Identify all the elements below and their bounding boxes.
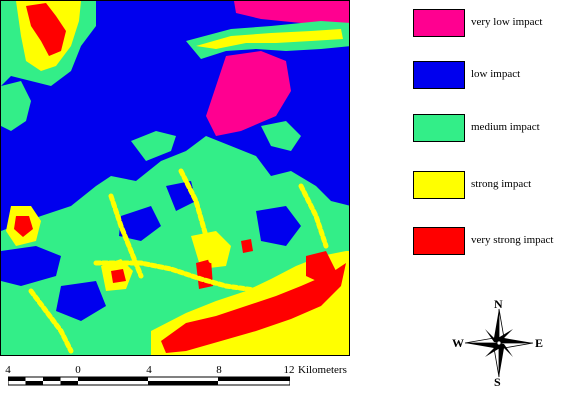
scale-bar-segment (8, 377, 26, 381)
legend-swatch (413, 114, 465, 142)
compass-north-label: N (494, 297, 503, 311)
scale-bar-segment (60, 381, 78, 385)
scale-unit-label: Kilometers (298, 364, 347, 376)
compass-south-label: S (494, 375, 501, 389)
scale-tick-label: 0 (75, 364, 81, 376)
scale-bar-labels: 4 0 4 8 12 Kilometers (0, 360, 583, 391)
legend-label: very low impact (471, 16, 543, 28)
legend-label: low impact (471, 68, 521, 80)
legend-label: very strong impact (471, 234, 554, 246)
legend-label: strong impact (471, 178, 532, 190)
scale-bar-segment (78, 377, 148, 381)
legend-label: medium impact (471, 121, 540, 133)
scale-tick-label: 4 (146, 364, 152, 376)
legend-swatch (413, 227, 465, 255)
impact-map-graphic (1, 1, 349, 355)
compass-east-label: E (535, 336, 544, 350)
legend-swatch (413, 171, 465, 199)
north-arrow-compass: N S E W (449, 295, 549, 391)
legend-swatch (413, 61, 465, 89)
scale-bar (8, 376, 290, 386)
compass-west-label: W (452, 336, 464, 350)
impact-map (0, 0, 350, 356)
scale-tick-label: 12 (283, 364, 295, 376)
scale-bar-segment (148, 381, 218, 385)
legend-swatch (413, 9, 465, 37)
scale-bar-segment (43, 377, 61, 381)
compass-rose-icon (464, 308, 534, 378)
scale-tick-label: 4 (5, 364, 11, 376)
scale-tick-label: 8 (216, 364, 222, 376)
scale-bar-segment (25, 381, 43, 385)
scale-bar-segment (218, 377, 290, 381)
